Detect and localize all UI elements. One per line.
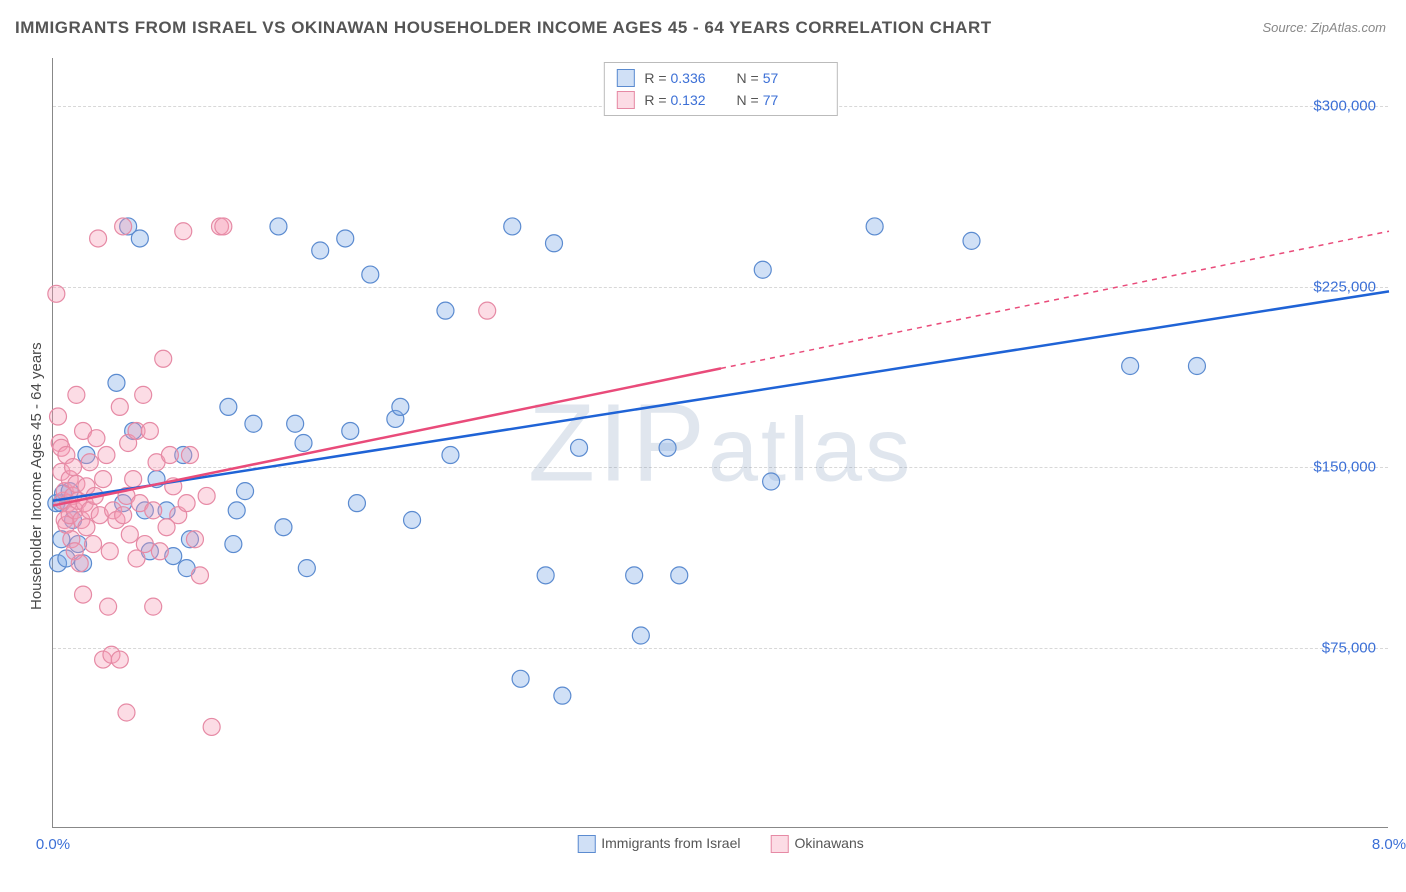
chart-title: IMMIGRANTS FROM ISRAEL VS OKINAWAN HOUSE… [15,18,992,38]
series-legend-item: Okinawans [770,835,863,853]
trend-lines [53,58,1388,827]
y-axis-label: Householder Income Ages 45 - 64 years [28,342,45,610]
correlation-legend: R =0.336N =57R =0.132N =77 [603,62,837,116]
chart-source: Source: ZipAtlas.com [1262,20,1386,35]
x-tick-label: 8.0% [1372,836,1406,853]
correlation-legend-row: R =0.132N =77 [604,89,836,111]
plot-area: ZIPatlas $75,000$150,000$225,000$300,000… [52,58,1388,828]
series-legend: Immigrants from Israel Okinawans [577,835,864,853]
correlation-legend-row: R =0.336N =57 [604,67,836,89]
series-legend-item: Immigrants from Israel [577,835,740,853]
x-tick-label: 0.0% [36,836,70,853]
